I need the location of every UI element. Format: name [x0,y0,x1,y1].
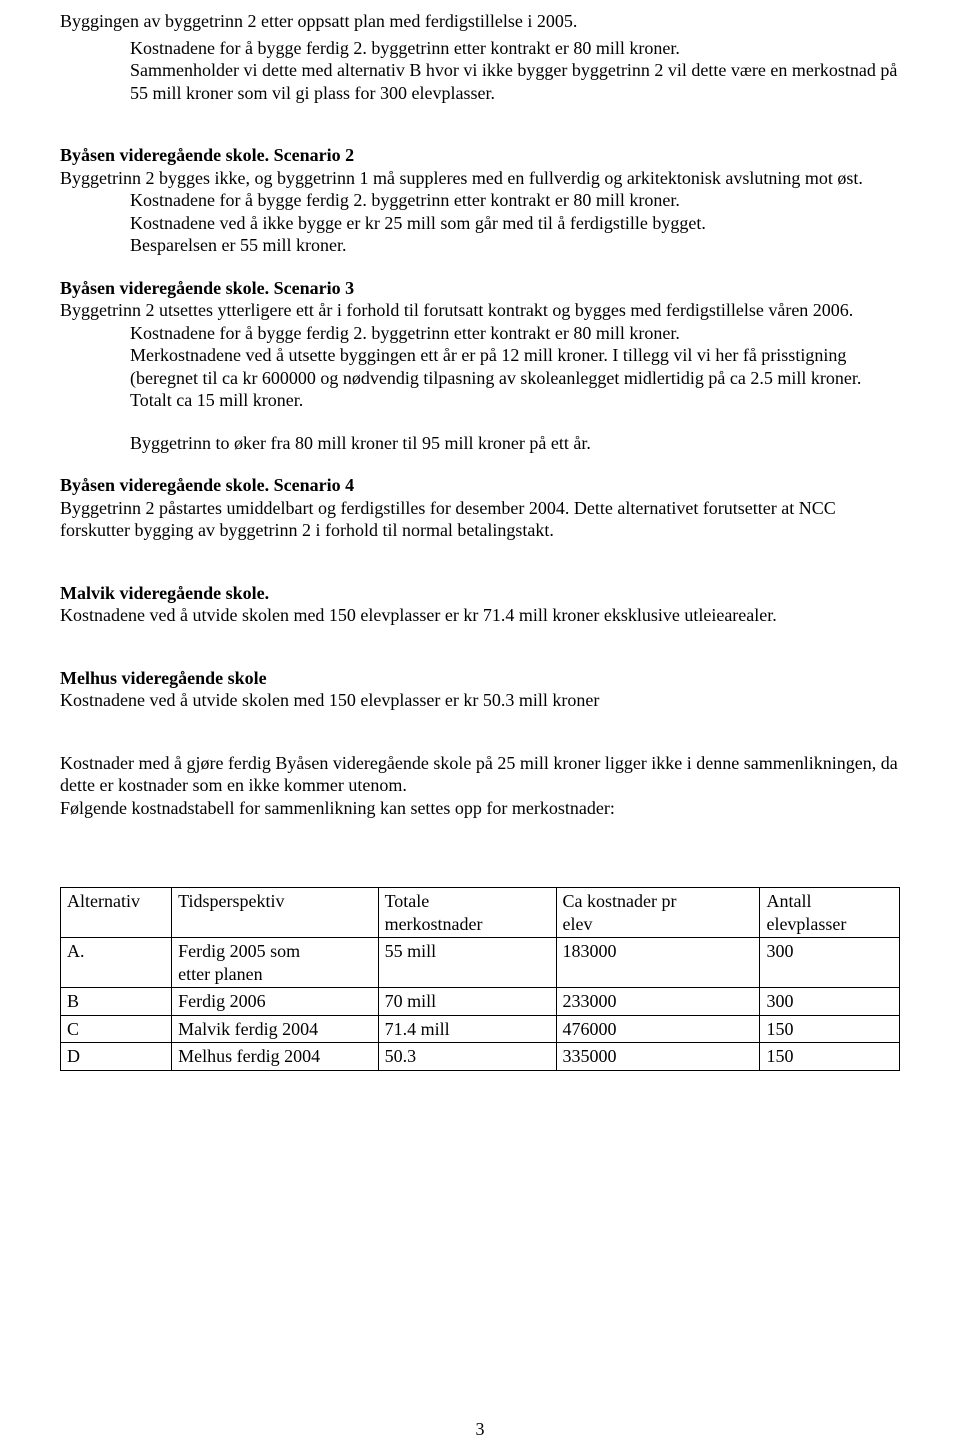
intro-line-3: Sammenholder vi dette med alternativ B h… [130,60,897,103]
cell-a: A. [61,938,172,988]
intro-paragraph: Byggingen av byggetrinn 2 etter oppsatt … [60,10,900,33]
cell-c: 71.4 mill [378,1015,556,1043]
scenario-2-body: Byggetrinn 2 bygges ikke, og byggetrinn … [60,167,900,190]
cell-d: 476000 [556,1015,760,1043]
table-row: B Ferdig 2006 70 mill 233000 300 [61,988,900,1016]
scenario-2-indent: Kostnadene for å bygge ferdig 2. byggetr… [130,189,900,257]
melhus-heading: Melhus videregående skole [60,667,900,690]
scenario-3-block: Byåsen videregående skole. Scenario 3 By… [60,277,900,455]
cell-b: Melhus ferdig 2004 [172,1043,378,1071]
scenario-4-block: Byåsen videregående skole. Scenario 4 By… [60,474,900,542]
scenario-3-heading: Byåsen videregående skole. Scenario 3 [60,277,900,300]
table-row: D Melhus ferdig 2004 50.3 335000 150 [61,1043,900,1071]
cell-e: 300 [760,938,900,988]
table-row: A. Ferdig 2005 som etter planen 55 mill … [61,938,900,988]
th-antall: Antall elevplasser [760,888,900,938]
intro-line-2: Kostnadene for å bygge ferdig 2. byggetr… [130,38,680,58]
cell-d: 183000 [556,938,760,988]
cell-c: 50.3 [378,1043,556,1071]
cell-e: 150 [760,1015,900,1043]
cost-table: Alternativ Tidsperspektiv Totale merkost… [60,887,900,1071]
intro-indent: Kostnadene for å bygge ferdig 2. byggetr… [130,37,900,105]
s2-indent-1: Kostnadene for å bygge ferdig 2. byggetr… [130,190,680,210]
scenario-3-indent-2: Byggetrinn to øker fra 80 mill kroner ti… [130,432,900,455]
cell-d: 233000 [556,988,760,1016]
table-row: C Malvik ferdig 2004 71.4 mill 476000 15… [61,1015,900,1043]
intro-line-1: Byggingen av byggetrinn 2 etter oppsatt … [60,11,577,31]
th-totale: Totale merkostnader [378,888,556,938]
th-ca-kostnader: Ca kostnader pr elev [556,888,760,938]
malvik-block: Malvik videregående skole. Kostnadene ve… [60,582,900,627]
page-number: 3 [0,1418,960,1441]
s3-indent-3: Byggetrinn to øker fra 80 mill kroner ti… [130,433,591,453]
table-header-row: Alternativ Tidsperspektiv Totale merkost… [61,888,900,938]
cell-b: Malvik ferdig 2004 [172,1015,378,1043]
cell-a: D [61,1043,172,1071]
s3-indent-2: Merkostnadene ved å utsette byggingen et… [130,345,861,410]
scenario-3-indent-1: Kostnadene for å bygge ferdig 2. byggetr… [130,322,900,412]
malvik-body: Kostnadene ved å utvide skolen med 150 e… [60,604,900,627]
document-page: Byggingen av byggetrinn 2 etter oppsatt … [0,0,960,1450]
cell-d: 335000 [556,1043,760,1071]
scenario-4-heading: Byåsen videregående skole. Scenario 4 [60,474,900,497]
scenario-2-block: Byåsen videregående skole. Scenario 2 By… [60,144,900,257]
cell-a: B [61,988,172,1016]
kostnader-p1: Kostnader med å gjøre ferdig Byåsen vide… [60,752,900,797]
kostnader-block: Kostnader med å gjøre ferdig Byåsen vide… [60,752,900,820]
s2-indent-3: Besparelsen er 55 mill kroner. [130,235,346,255]
s3-indent-1: Kostnadene for å bygge ferdig 2. byggetr… [130,323,680,343]
s2-indent-2: Kostnadene ved å ikke bygge er kr 25 mil… [130,213,706,233]
cell-e: 150 [760,1043,900,1071]
scenario-2-heading: Byåsen videregående skole. Scenario 2 [60,144,900,167]
melhus-body: Kostnadene ved å utvide skolen med 150 e… [60,689,900,712]
kostnader-p2: Følgende kostnadstabell for sammenliknin… [60,797,900,820]
cell-b: Ferdig 2005 som etter planen [172,938,378,988]
cell-b: Ferdig 2006 [172,988,378,1016]
cell-c: 55 mill [378,938,556,988]
scenario-4-body: Byggetrinn 2 påstartes umiddelbart og fe… [60,497,900,542]
th-alternativ: Alternativ [61,888,172,938]
cell-a: C [61,1015,172,1043]
th-tidsperspektiv: Tidsperspektiv [172,888,378,938]
cell-c: 70 mill [378,988,556,1016]
malvik-heading: Malvik videregående skole. [60,582,900,605]
melhus-block: Melhus videregående skole Kostnadene ved… [60,667,900,712]
scenario-3-body: Byggetrinn 2 utsettes ytterligere ett år… [60,299,900,322]
cell-e: 300 [760,988,900,1016]
